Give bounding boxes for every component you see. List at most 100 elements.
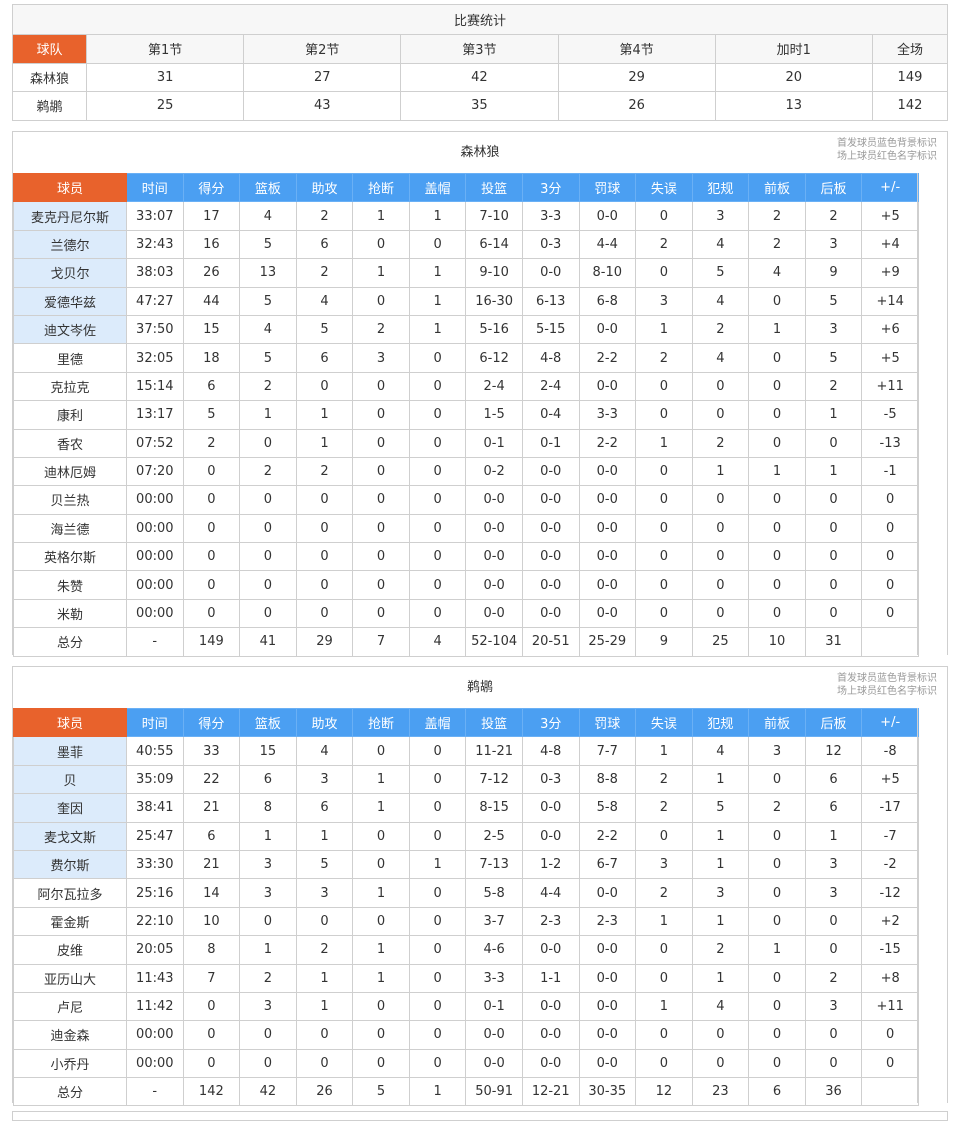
column-header: 抢断 <box>352 172 410 203</box>
stat-cell: 5-15 <box>521 314 580 345</box>
stat-cell: 0-0 <box>521 258 580 288</box>
stat-cell: 2 <box>352 314 410 345</box>
stat-cell: 0 <box>182 991 241 1022</box>
stat-cell: 0 <box>408 878 467 908</box>
stat-cell: 0 <box>804 513 863 544</box>
stat-cell: 7-12 <box>465 764 523 795</box>
stat-cell: 3-3 <box>521 201 580 231</box>
stat-cell: 0 <box>295 1020 354 1050</box>
stat-cell: 31 <box>804 627 863 657</box>
stat-cell: 3 <box>804 878 863 908</box>
stat-cell: 0-0 <box>521 1048 580 1079</box>
stat-cell: 6 <box>295 793 354 823</box>
stat-cell: 2 <box>295 935 354 965</box>
stat-cell: 0-0 <box>465 598 523 629</box>
stat-cell: 0-0 <box>578 371 637 402</box>
stat-cell: 7 <box>182 963 241 993</box>
stat-cell: 5 <box>691 793 750 823</box>
stat-cell: 10 <box>182 906 241 937</box>
stat-cell: 0 <box>748 485 806 515</box>
column-header: 投篮 <box>465 707 523 738</box>
stat-cell: 0 <box>635 570 693 600</box>
stat-cell: 4 <box>748 258 806 288</box>
player-name: 迪林厄姆 <box>13 456 127 487</box>
stat-cell: 47:27 <box>126 286 184 316</box>
stat-cell: 0 <box>352 456 410 487</box>
stat-cell: 2 <box>239 963 297 993</box>
stat-cell: 07:20 <box>126 456 184 487</box>
stat-cell: 41 <box>239 627 297 657</box>
stat-cell: 5 <box>295 314 354 345</box>
column-header: 得分 <box>182 707 241 738</box>
legend-note: 首发球员蓝色背景标识 场上球员红色名字标识 <box>837 137 937 163</box>
stat-cell: 00:00 <box>126 1020 184 1050</box>
player-name: 迪文岑佐 <box>13 314 127 345</box>
column-header: 3分 <box>521 172 580 203</box>
stat-cell: 3 <box>804 314 863 345</box>
stat-cell: 4 <box>408 627 467 657</box>
stat-cell: 0 <box>748 513 806 544</box>
column-header: 失误 <box>635 172 693 203</box>
stat-cell: 0 <box>408 906 467 937</box>
stat-cell: 0 <box>408 793 467 823</box>
stat-cell: 26 <box>295 1077 354 1107</box>
stat-cell: 0 <box>408 343 467 373</box>
player-row: 朱赞 00:00 0 0 0 0 0 0-0 0-0 0-0 0 0 0 0 0 <box>13 570 919 600</box>
stat-cell: 0 <box>182 485 241 515</box>
summary-row: 鹈鹕 25 43 35 26 13 142 <box>12 91 949 121</box>
stat-cell: 0-2 <box>465 456 523 487</box>
stat-cell: 3 <box>239 849 297 880</box>
stat-cell: 8 <box>239 793 297 823</box>
player-name: 兰德尔 <box>13 229 127 260</box>
stat-cell: 0 <box>804 1020 863 1050</box>
stat-cell: 0 <box>861 598 919 629</box>
stat-cell: 8 <box>182 935 241 965</box>
team-name: 森林狼 <box>12 62 87 92</box>
stat-cell: 0 <box>748 343 806 373</box>
player-name: 康利 <box>13 400 127 430</box>
player-name: 麦克丹尼尔斯 <box>13 201 127 231</box>
table-filler <box>917 173 947 655</box>
stat-cell: 2 <box>295 201 354 231</box>
quarter-score: 27 <box>243 62 402 92</box>
stat-cell: 3 <box>691 201 750 231</box>
stat-cell: 6-13 <box>521 286 580 316</box>
stat-cell: 1 <box>295 991 354 1022</box>
player-name: 卢尼 <box>13 991 127 1022</box>
stat-cell: 2 <box>804 201 863 231</box>
stat-cell: 8-8 <box>578 764 637 795</box>
stat-cell: 0 <box>691 542 750 572</box>
stat-cell: 1 <box>691 906 750 937</box>
stat-cell: 0 <box>804 906 863 937</box>
stat-cell: 1 <box>239 935 297 965</box>
oncourt-note: 场上球员红色名字标识 <box>837 686 937 697</box>
stat-cell: 0 <box>295 570 354 600</box>
stat-cell: 0 <box>748 371 806 402</box>
stat-cell: 1 <box>408 1077 467 1107</box>
stat-cell: 1 <box>295 963 354 993</box>
stat-cell: 13:17 <box>126 400 184 430</box>
stat-cell: 0 <box>182 1020 241 1050</box>
stat-cell: -13 <box>861 428 919 458</box>
stat-cell: 149 <box>182 627 241 657</box>
stat-cell: 0 <box>352 371 410 402</box>
player-name: 奎因 <box>13 793 127 823</box>
team-box-score-0: 森林狼 首发球员蓝色背景标识 场上球员红色名字标识 球员 时间 得分 篮板 助攻 抢断 盖帽 投篮 3… <box>12 131 948 657</box>
stat-cell: +2 <box>861 906 919 937</box>
stat-cell: 2-3 <box>521 906 580 937</box>
stat-cell: 0 <box>691 1020 750 1050</box>
stat-cell: 33 <box>182 736 241 766</box>
stat-cell: 0 <box>295 542 354 572</box>
player-name: 米勒 <box>13 598 127 629</box>
player-row: 皮维 20:05 8 1 2 1 0 4-6 0-0 0-0 0 2 1 0 -15 <box>13 935 919 965</box>
stat-cell: 2-2 <box>578 428 637 458</box>
stat-cell: 30-35 <box>578 1077 637 1107</box>
summary-header: 第4节 <box>557 34 716 64</box>
stat-cell: 0 <box>861 513 919 544</box>
column-header: 篮板 <box>239 707 297 738</box>
stat-cell: 1 <box>408 314 467 345</box>
stat-cell: 0-0 <box>521 485 580 515</box>
stat-cell: 6 <box>804 764 863 795</box>
stat-cell: 4 <box>239 201 297 231</box>
stat-cell: 11-21 <box>465 736 523 766</box>
